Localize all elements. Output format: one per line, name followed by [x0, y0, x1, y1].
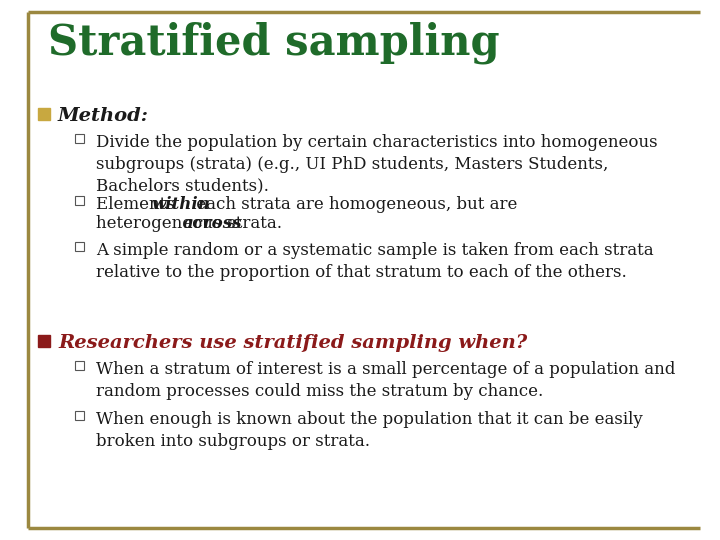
Text: Divide the population by certain characteristics into homogeneous
subgroups (str: Divide the population by certain charact…: [96, 134, 657, 194]
Text: strata.: strata.: [222, 215, 282, 232]
Bar: [38, 335, 50, 347]
Text: When a stratum of interest is a small percentage of a population and
random proc: When a stratum of interest is a small pe…: [96, 361, 675, 400]
Bar: [38, 108, 50, 120]
Text: across: across: [183, 215, 243, 232]
FancyBboxPatch shape: [75, 242, 84, 251]
Text: Researchers use stratified sampling when?: Researchers use stratified sampling when…: [58, 334, 527, 352]
Text: within: within: [152, 196, 211, 213]
Text: Method:: Method:: [58, 107, 149, 125]
FancyBboxPatch shape: [75, 196, 84, 205]
Text: When enough is known about the population that it can be easily
broken into subg: When enough is known about the populatio…: [96, 411, 643, 449]
Text: A simple random or a systematic sample is taken from each strata
relative to the: A simple random or a systematic sample i…: [96, 242, 654, 281]
Text: each strata are homogeneous, but are: each strata are homogeneous, but are: [191, 196, 517, 213]
Text: Elements: Elements: [96, 196, 180, 213]
FancyBboxPatch shape: [75, 411, 84, 420]
Text: heterogeneous: heterogeneous: [96, 215, 227, 232]
Text: Stratified sampling: Stratified sampling: [48, 22, 500, 64]
FancyBboxPatch shape: [75, 134, 84, 143]
FancyBboxPatch shape: [75, 361, 84, 370]
